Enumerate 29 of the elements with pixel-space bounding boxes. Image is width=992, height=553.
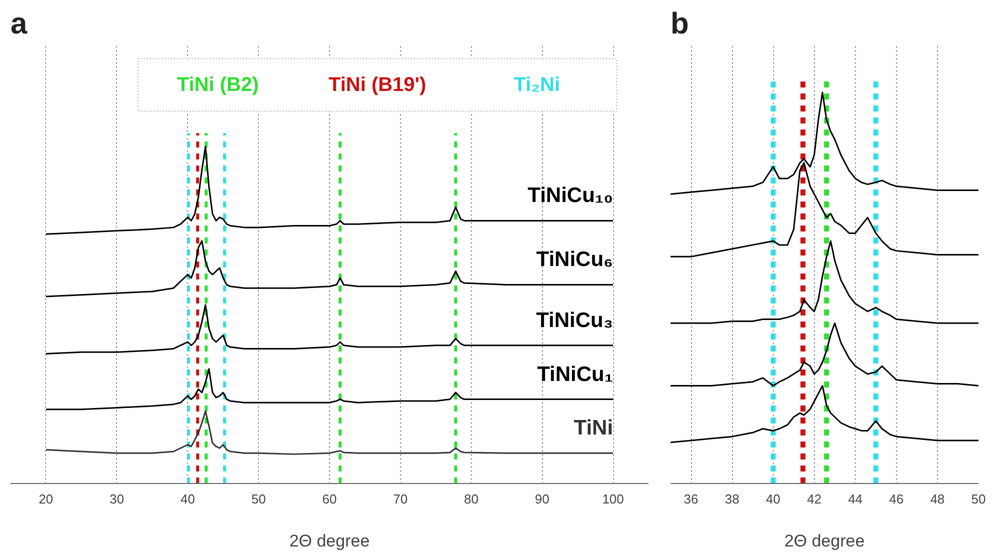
x-tick-label: 48	[930, 492, 945, 506]
x-tick-label: 40	[766, 492, 780, 506]
series-label: TiNiCu₆	[536, 248, 614, 272]
series-label: TiNiCu₁	[537, 362, 614, 386]
series-label: TiNi	[574, 416, 614, 440]
x-tick-label: 70	[393, 492, 408, 506]
x-tick-label: 50	[971, 492, 986, 506]
x-tick-label: 50	[251, 492, 266, 506]
x-tick-label: 90	[534, 492, 550, 506]
x-axis-title: 2Θ degree	[784, 532, 865, 550]
x-tick-label: 30	[110, 492, 124, 506]
x-tick-label: 40	[180, 492, 195, 506]
ref-line-label: TiNi (B19')	[328, 74, 426, 96]
x-tick-label: 60	[322, 492, 337, 506]
ref-line-label: TiNi (B2)	[176, 74, 259, 96]
series-label: TiNiCu₁₀	[528, 184, 614, 208]
x-tick-label: 46	[889, 492, 904, 506]
x-tick-label: 80	[464, 492, 479, 506]
x-tick-label: 42	[807, 492, 822, 506]
chart-title: a	[10, 8, 28, 40]
x-tick-label: 36	[684, 492, 698, 506]
series-label: TiNiCu₃	[536, 308, 614, 332]
ref-line-label: Ti₂Ni	[514, 74, 560, 96]
chart-title: b	[670, 8, 689, 40]
x-tick-label: 38	[724, 492, 740, 506]
x-tick-label: 44	[848, 492, 863, 506]
x-tick-label: 20	[38, 492, 54, 506]
x-axis-title: 2Θ degree	[289, 532, 370, 550]
x-tick-label: 100	[602, 492, 624, 506]
